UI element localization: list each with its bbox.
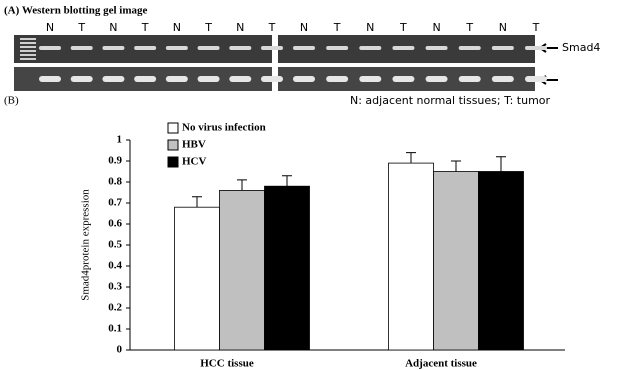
legend-label: HCV xyxy=(182,156,207,168)
legend-swatch xyxy=(168,140,178,150)
y-tick-label: 0.8 xyxy=(108,176,122,188)
bar xyxy=(265,186,310,350)
panel-b-label: (B) xyxy=(4,95,19,107)
gel-band xyxy=(102,46,124,50)
gel-band xyxy=(261,46,283,50)
gel-band xyxy=(426,46,448,50)
gel-band xyxy=(392,76,414,82)
y-tick-label: 0 xyxy=(117,344,123,356)
y-tick-label: 0.4 xyxy=(108,260,122,272)
gel-band xyxy=(426,76,448,82)
panel-a-title: (A) Western blotting gel image xyxy=(4,5,148,17)
gel-band xyxy=(525,76,547,82)
error-bar xyxy=(237,180,247,191)
gel-band xyxy=(326,76,348,82)
lane-label: N xyxy=(366,21,374,34)
y-tick-label: 1 xyxy=(117,134,123,146)
gel-band xyxy=(459,46,481,50)
lane-label: T xyxy=(333,21,341,34)
gel-band xyxy=(39,46,61,50)
band-label: Smad4 xyxy=(562,41,600,54)
lane-label: N xyxy=(499,21,507,34)
marker-band xyxy=(20,58,36,60)
gel-band xyxy=(326,46,348,50)
x-tick-label: Adjacent tissue xyxy=(405,358,477,370)
y-tick-label: 0.1 xyxy=(108,323,122,335)
marker-band xyxy=(20,42,36,44)
lane-label: T xyxy=(465,21,473,34)
lane-label: N xyxy=(300,21,308,34)
error-bar xyxy=(192,197,202,208)
gel-band xyxy=(492,46,514,50)
error-bar xyxy=(282,176,292,187)
error-bar xyxy=(406,153,416,164)
lane-label: T xyxy=(399,21,407,34)
error-bar xyxy=(451,161,461,172)
legend-swatch xyxy=(168,123,178,133)
gel-band xyxy=(492,76,514,82)
lane-label: N xyxy=(109,21,117,34)
y-tick-label: 0.7 xyxy=(108,197,122,209)
marker-band xyxy=(20,50,36,52)
gel-band xyxy=(392,46,414,50)
lane-label: T xyxy=(204,21,212,34)
gel-band xyxy=(293,76,315,82)
marker-band xyxy=(20,46,36,48)
gel-band xyxy=(229,46,251,50)
marker-band xyxy=(20,54,36,56)
bar xyxy=(220,190,265,350)
lane-label: N xyxy=(173,21,181,34)
lane-label: T xyxy=(532,21,540,34)
gel-band xyxy=(198,76,220,82)
note: N: adjacent normal tissues; T: tumor xyxy=(350,94,551,107)
lane-label: N xyxy=(236,21,244,34)
gel-band xyxy=(359,76,381,82)
y-axis-label: Smad4protein expression xyxy=(80,189,92,301)
gel-band xyxy=(166,46,188,50)
y-tick-label: 0.9 xyxy=(108,155,122,167)
lane-label: T xyxy=(268,21,276,34)
lane-label: T xyxy=(77,21,85,34)
gel-band xyxy=(71,76,93,82)
legend-label: No virus infection xyxy=(182,122,266,134)
gel-band xyxy=(359,46,381,50)
y-tick-label: 0.2 xyxy=(108,302,122,314)
gel-band xyxy=(39,76,61,82)
bar xyxy=(479,172,524,351)
bar xyxy=(434,172,479,351)
legend-label: HBV xyxy=(182,139,206,151)
gel-band xyxy=(293,46,315,50)
gel-band xyxy=(229,76,251,82)
y-tick-label: 0.3 xyxy=(108,281,122,293)
gel-band xyxy=(261,76,283,82)
gel-band xyxy=(134,76,156,82)
lane-label: N xyxy=(432,21,440,34)
gel-band xyxy=(71,46,93,50)
figure: (A) Western blotting gel image Smad4 (B)… xyxy=(0,0,618,370)
marker-band xyxy=(20,38,36,40)
gel-band xyxy=(198,46,220,50)
gel-band xyxy=(166,76,188,82)
gel-band xyxy=(134,46,156,50)
lane-label: T xyxy=(141,21,149,34)
gel-band xyxy=(102,76,124,82)
gel-band xyxy=(525,46,547,50)
x-tick-label: HCC tissue xyxy=(200,358,254,370)
y-tick-label: 0.5 xyxy=(108,239,122,251)
lane-label: N xyxy=(46,21,54,34)
y-tick-label: 0.6 xyxy=(108,218,122,230)
bar xyxy=(175,207,220,350)
bar xyxy=(389,163,434,350)
gel-band xyxy=(459,76,481,82)
legend-swatch xyxy=(168,157,178,167)
error-bar xyxy=(496,157,506,172)
